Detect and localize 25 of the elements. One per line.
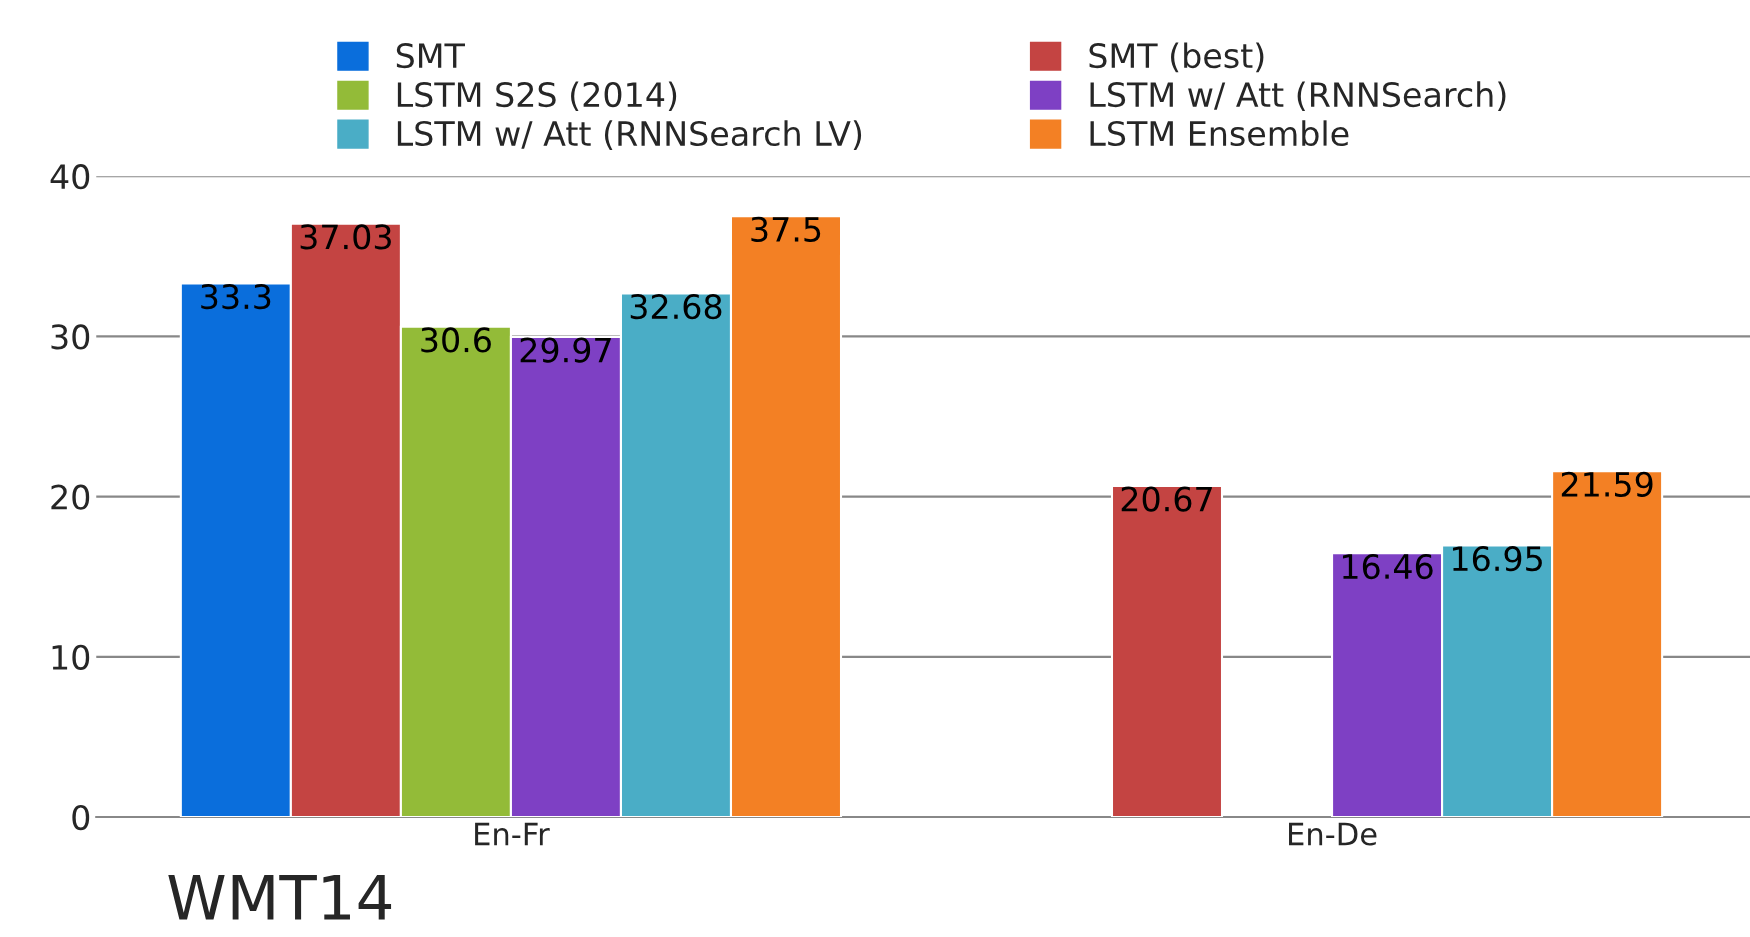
legend-label: SMT (best) (1089, 42, 1264, 73)
y-tick-label: 0 (72, 804, 90, 831)
legend-label: LSTM w/ Att (RNNSearch) (1090, 81, 1506, 112)
legend-label: LSTM w/ Att (RNNSearch LV) (397, 120, 862, 151)
data-label: 37.03 (300, 224, 391, 250)
data-label: 33.3 (201, 284, 271, 310)
data-label: 29.97 (520, 337, 611, 363)
y-tick-label: 30 (51, 324, 90, 350)
y-tick-label: 10 (52, 644, 90, 670)
legend-label: LSTM S2S (2014) (397, 81, 677, 112)
y-tick-label: 40 (50, 164, 90, 190)
x-tick-label: En-Fr (475, 822, 550, 846)
data-label: 16.46 (1343, 553, 1433, 580)
data-label: 30.6 (421, 327, 491, 353)
x-tick-label: En-De (1289, 822, 1377, 846)
data-label: 37.5 (751, 216, 821, 243)
legend-label: LSTM Ensemble (1090, 120, 1349, 147)
text: WMT14 (168, 875, 392, 920)
legend-label: SMT (396, 43, 465, 69)
data-label: 20.67 (1121, 486, 1212, 512)
bar (1110, 484, 1224, 818)
y-tick-label: 20 (51, 484, 90, 510)
data-label: 16.95 (1453, 546, 1542, 572)
data-label: 21.59 (1561, 471, 1653, 497)
data-label: 32.68 (630, 294, 722, 320)
